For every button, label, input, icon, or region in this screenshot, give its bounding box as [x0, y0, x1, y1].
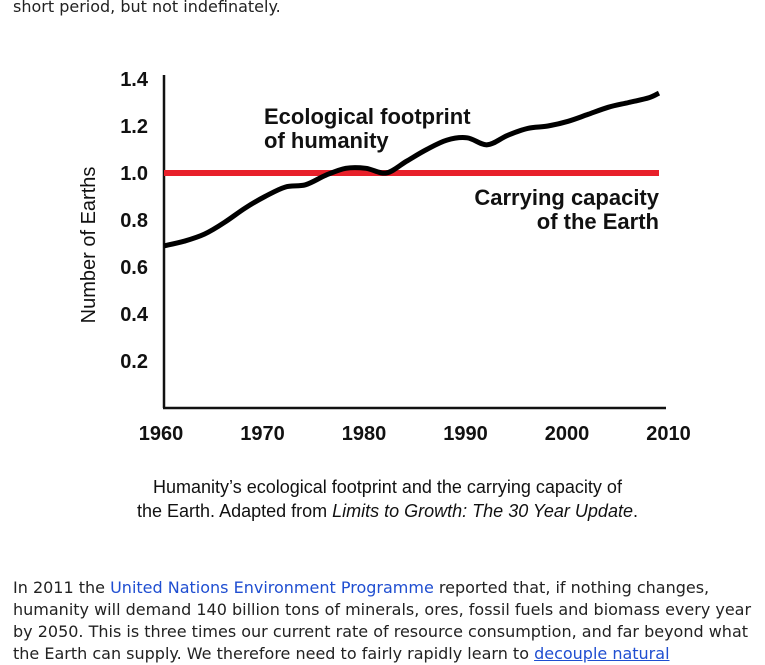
- footprint-annotation-line2: of humanity: [264, 128, 389, 153]
- caption-line2: the Earth. Adapted from Limits to Growth…: [0, 499, 765, 523]
- capacity-annotation-line1: Carrying capacity: [474, 185, 659, 210]
- x-tick-label: 1980: [342, 423, 387, 445]
- para-text-2: reported that, if nothing changes, human…: [13, 578, 752, 663]
- x-tick-label: 1960: [139, 423, 184, 445]
- decouple-link[interactable]: decouple natural: [534, 644, 670, 663]
- chart-caption: Humanity’s ecological footprint and the …: [0, 475, 765, 523]
- body-paragraph: In 2011 the United Nations Environment P…: [13, 577, 765, 665]
- y-tick-label: 1.2: [120, 116, 148, 138]
- para-text-1: In 2011 the: [13, 578, 111, 597]
- x-tick-label: 2000: [545, 423, 590, 445]
- y-tick-label: 0.8: [120, 210, 148, 232]
- series-layer: [163, 90, 661, 249]
- y-tick-label: 0.2: [120, 351, 148, 373]
- y-tick-label: 1.4: [120, 69, 149, 91]
- caption-line2-end: .: [632, 501, 638, 521]
- footprint-annotation: Ecological footprint of humanity: [264, 104, 471, 153]
- x-tick-label: 1990: [443, 423, 488, 445]
- y-tick-labels: 1.4 1.2 1.0 0.8 0.6 0.4 0.2: [120, 69, 149, 373]
- unep-link[interactable]: United Nations Environment Programme: [110, 578, 434, 597]
- y-tick-label: 1.0: [120, 163, 148, 185]
- x-tick-label: 2010: [646, 423, 691, 445]
- footprint-annotation-line1: Ecological footprint: [264, 104, 471, 129]
- y-axis-label: Number of Earths: [78, 167, 100, 324]
- caption-book-title: Limits to Growth: The 30 Year Update: [332, 501, 633, 521]
- x-tick-label: 1970: [240, 423, 285, 445]
- x-tick-labels: 1960 1970 1980 1990 2000 2010: [139, 423, 691, 445]
- caption-line2-start: the Earth. Adapted from: [137, 501, 333, 521]
- capacity-annotation: Carrying capacity of the Earth: [474, 185, 659, 234]
- ecological-footprint-line: [163, 90, 661, 249]
- footprint-chart: Number of Earths 1.4 1.2 1.0 0.8 0.6 0.4 0.2 1…: [78, 69, 691, 445]
- caption-line1: Humanity’s ecological footprint and the …: [153, 477, 622, 497]
- intro-text: short period, but not indefinately.: [13, 0, 281, 16]
- y-tick-label: 0.4: [120, 304, 149, 326]
- y-tick-label: 0.6: [120, 257, 148, 279]
- capacity-annotation-line2: of the Earth: [537, 209, 659, 234]
